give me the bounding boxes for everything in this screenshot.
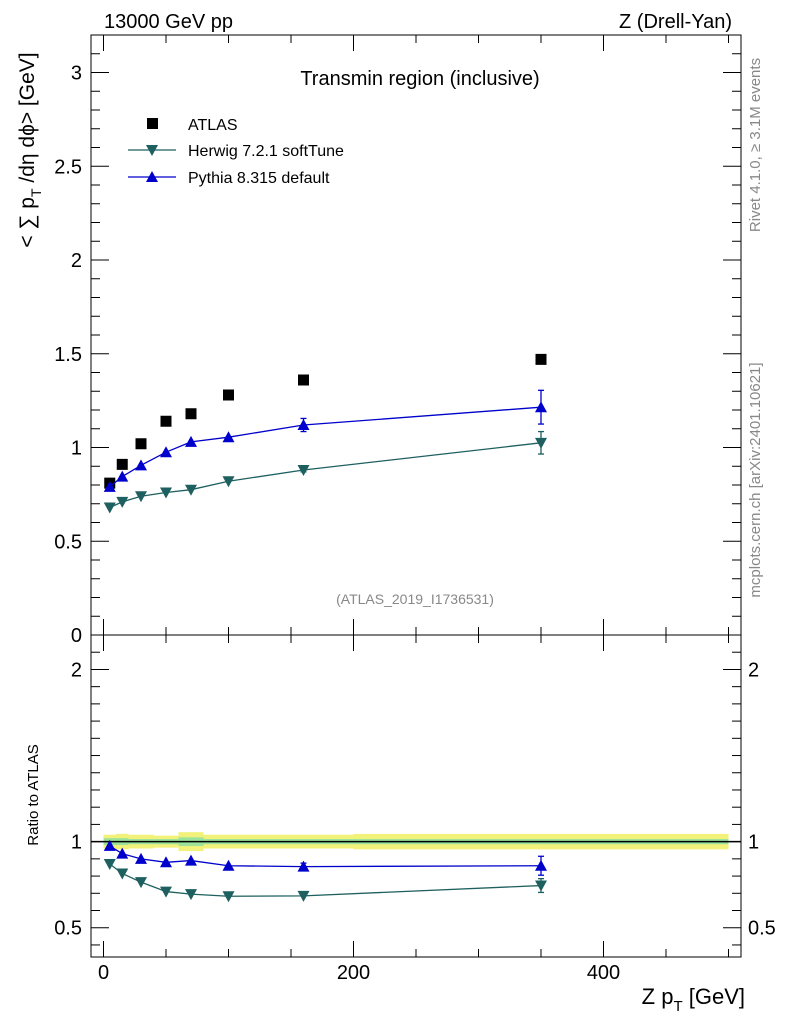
ratio-point-pythia <box>135 852 147 864</box>
legend-label-herwig: Herwig 7.2.1 softTune <box>188 143 344 160</box>
process-label: Z (Drell-Yan) <box>619 11 732 33</box>
svg-text:< ∑ pT /dη dϕ> [GeV]: < ∑ pT /dη dϕ> [GeV] <box>16 52 44 247</box>
main-y-axis-label: < ∑ pT /dη dϕ> [GeV] <box>16 52 44 247</box>
ratio-point-pythia <box>103 839 116 851</box>
main-title: Transmin region (inclusive) <box>300 68 539 90</box>
main-point-atlas <box>160 415 172 427</box>
legend-label-pythia: Pythia 8.315 default <box>188 170 330 187</box>
main-point-herwig <box>116 496 129 508</box>
legend: ATLAS Herwig 7.2.1 softTune Pythia 8.315… <box>128 117 344 187</box>
ratio-y-tick-label-right: 1 <box>748 832 759 854</box>
main-point-atlas <box>535 353 547 365</box>
ratio-panel-frame <box>90 634 742 958</box>
main-point-pythia <box>116 470 129 482</box>
x-tick-label: 400 <box>587 962 620 984</box>
x-tick-label: 200 <box>337 962 370 984</box>
ratio-y-axis-label: Ratio to ATLAS <box>25 744 42 845</box>
ratio-point-herwig <box>116 868 129 880</box>
main-line-herwig <box>109 442 542 509</box>
main-point-herwig <box>160 487 172 499</box>
ratio-point-herwig <box>135 877 147 889</box>
main-point-pythia <box>135 459 147 471</box>
main-point-atlas <box>223 389 234 401</box>
x-tick-label: 0 <box>98 962 109 984</box>
ratio-point-herwig <box>103 859 116 871</box>
main-point-herwig <box>103 502 116 514</box>
mcplots-label: mcplots.cern.ch [arXiv:2401.10621] <box>747 362 764 597</box>
ratio-point-pythia <box>297 860 310 872</box>
main-point-herwig <box>185 484 197 496</box>
main-point-herwig <box>535 437 547 449</box>
main-point-herwig <box>135 491 147 503</box>
ratio-point-herwig <box>535 880 547 892</box>
main-point-pythia <box>222 431 235 443</box>
legend-marker-atlas <box>147 118 158 129</box>
main-point-herwig <box>222 476 235 488</box>
main-point-pythia <box>535 401 547 413</box>
ratio-point-pythia <box>222 859 235 871</box>
ratio-y-tick-label-left: 2 <box>71 659 82 681</box>
main-y-tick-label: 3 <box>71 63 82 85</box>
main-point-atlas <box>135 438 147 450</box>
main-y-tick-label: 0.5 <box>54 531 82 553</box>
ratio-point-pythia <box>160 856 172 868</box>
main-y-tick-label: 0 <box>71 625 82 647</box>
main-y-tick-label: 1 <box>71 438 82 460</box>
legend-label-atlas: ATLAS <box>188 117 238 134</box>
ratio-point-herwig <box>160 886 172 898</box>
main-point-pythia <box>185 435 197 447</box>
main-y-tick-label: 2 <box>71 250 82 272</box>
main-point-pythia <box>297 419 310 430</box>
legend-marker-pythia <box>146 171 158 182</box>
main-point-herwig <box>297 465 310 476</box>
ratio-point-pythia <box>116 847 129 859</box>
ratio-y-tick-label-left: 1 <box>71 832 82 854</box>
ratio-point-herwig <box>185 889 197 901</box>
analysis-watermark: (ATLAS_2019_I1736531) <box>336 591 494 607</box>
main-point-atlas <box>185 408 197 420</box>
main-y-tick-label: 1.5 <box>54 344 82 366</box>
energy-label: 13000 GeV pp <box>104 11 233 33</box>
svg-text:Z pT [GeV]: Z pT [GeV] <box>642 984 745 1015</box>
ratio-y-tick-label-right: 2 <box>748 659 759 681</box>
main-point-atlas <box>298 374 309 386</box>
ratio-point-herwig <box>297 890 310 902</box>
ratio-y-tick-label-right: 0.5 <box>748 918 776 940</box>
ratio-point-pythia <box>535 859 547 871</box>
x-axis-label: Z pT [GeV] <box>642 984 745 1015</box>
ratio-point-pythia <box>185 854 197 866</box>
legend-marker-herwig <box>146 145 158 156</box>
ratio-line-herwig <box>109 863 542 897</box>
ratio-point-herwig <box>222 891 235 903</box>
main-point-pythia <box>103 480 116 492</box>
main-point-pythia <box>160 446 172 458</box>
main-y-tick-label: 2.5 <box>54 156 82 178</box>
main-point-atlas <box>116 458 128 470</box>
main-line-pythia <box>109 406 542 488</box>
ratio-y-tick-label-left: 0.5 <box>54 918 82 940</box>
rivet-label: Rivet 4.1.0, ≥ 3.1M events <box>747 58 764 232</box>
